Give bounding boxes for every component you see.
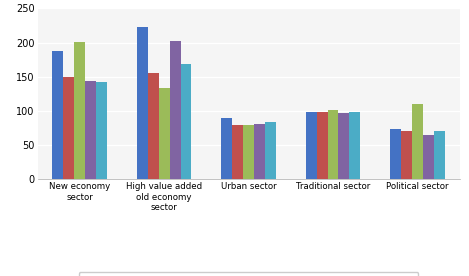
Bar: [53, 51, 63, 179]
Bar: [170, 41, 181, 179]
Bar: [317, 112, 327, 179]
Bar: [401, 131, 412, 179]
Bar: [159, 88, 170, 179]
Bar: [327, 110, 339, 179]
Bar: [349, 112, 360, 179]
Bar: [306, 112, 317, 179]
Bar: [254, 124, 265, 179]
Legend: Tre Valli, Locarnese e Vallemaggia, Bellinzonese, Luganese, Mendrisiotto: Tre Valli, Locarnese e Vallemaggia, Bell…: [79, 272, 418, 276]
Bar: [339, 113, 349, 179]
Bar: [137, 27, 148, 179]
Bar: [423, 135, 434, 179]
Bar: [232, 125, 243, 179]
Bar: [243, 125, 254, 179]
Bar: [148, 73, 159, 179]
Bar: [390, 129, 401, 179]
Bar: [221, 118, 232, 179]
Bar: [181, 64, 191, 179]
Bar: [412, 104, 423, 179]
Bar: [434, 131, 445, 179]
Bar: [74, 42, 85, 179]
Bar: [63, 77, 74, 179]
Bar: [85, 81, 96, 179]
Bar: [265, 122, 276, 179]
Bar: [96, 82, 107, 179]
